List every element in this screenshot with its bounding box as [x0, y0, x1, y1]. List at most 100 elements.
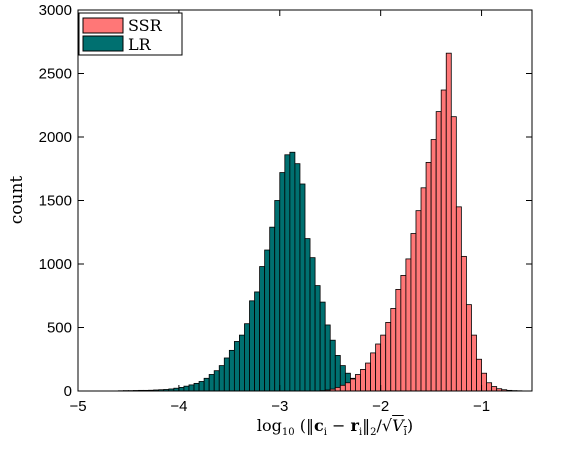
- x-label-r-sub: i: [358, 427, 363, 439]
- bar-ssr-21: [425, 161, 432, 392]
- axis-ticks: −5 −4 −3 −2 −1 0 500 1000 1500 2000 2500 3000: [39, 2, 532, 415]
- x-label-minus: −: [332, 416, 346, 435]
- y-axis-label: count: [7, 176, 27, 225]
- bar-lr-22: [228, 349, 235, 392]
- legend-label-ssr: SSR: [128, 16, 163, 35]
- bar-ssr-4: [339, 384, 346, 392]
- y-tick-label-2: 1000: [39, 256, 72, 273]
- bar-lr-27: [254, 291, 260, 392]
- x-label-slash: /: [376, 416, 382, 435]
- bar-ssr-30: [471, 334, 477, 392]
- bar-ssr-7: [355, 374, 361, 392]
- bar-ssr-27: [455, 206, 462, 392]
- bar-lr-29: [264, 249, 271, 392]
- bar-lr-21: [223, 357, 230, 392]
- bar-ssr-19: [415, 210, 422, 392]
- x-label-sqrt: √: [381, 416, 393, 435]
- bar-ssr-13: [385, 322, 392, 392]
- bar-lr-19: [213, 370, 220, 392]
- bar-ssr-11: [375, 343, 382, 392]
- bar-lr-26: [249, 300, 255, 392]
- legend-swatch-ssr: [82, 17, 124, 34]
- bar-lr-33: [284, 154, 291, 392]
- y-tick-label-5: 2500: [39, 66, 72, 83]
- bar-lr-28: [259, 266, 266, 392]
- x-label-c-sub: i: [323, 427, 327, 439]
- x-axis-label: log10 (‖ci − ri‖2/√Vi): [200, 416, 470, 438]
- bar-lr-39: [314, 285, 321, 392]
- bar-ssr-14: [390, 308, 397, 392]
- bar-lr-13: [183, 385, 190, 392]
- x-label-mid: ‖: [362, 416, 371, 435]
- legend-label-lr: LR: [128, 35, 152, 54]
- y-tick-label-1: 500: [47, 320, 72, 337]
- x-label-c: c: [313, 416, 324, 435]
- y-tick-label-6: 3000: [39, 2, 72, 19]
- bar-lr-37: [304, 238, 311, 392]
- bar-lr-14: [188, 384, 195, 392]
- bar-ssr-17: [405, 258, 412, 392]
- bar-lr-25: [244, 323, 250, 392]
- bar-lr-31: [274, 200, 281, 392]
- bar-lr-40: [319, 301, 326, 392]
- bar-lr-36: [299, 183, 306, 392]
- x-label-norm-sub: 2: [370, 427, 377, 439]
- legend: SSR LR: [78, 12, 183, 56]
- x-label-open: (‖: [299, 416, 314, 435]
- bar-ssr-10: [370, 352, 377, 392]
- lr-bars: [117, 151, 402, 392]
- bar-ssr-20: [420, 187, 427, 392]
- bar-lr-43: [334, 355, 341, 392]
- x-label-r: r: [350, 416, 359, 435]
- bar-ssr-28: [460, 255, 467, 392]
- x-label-fn-sub: 10: [281, 427, 295, 439]
- y-tick-label-0: 0: [64, 383, 72, 400]
- bar-ssr-29: [466, 304, 472, 392]
- bar-lr-18: [208, 374, 215, 392]
- bar-ssr-5: [344, 382, 351, 392]
- bar-lr-24: [239, 334, 245, 392]
- bar-ssr-15: [395, 288, 402, 392]
- x-label-v-sub: i: [403, 427, 407, 439]
- bar-ssr-8: [360, 369, 366, 392]
- x-label-v: V: [392, 416, 404, 435]
- x-label-radicand: Vi: [392, 416, 407, 439]
- bar-lr-41: [324, 324, 331, 392]
- x-tick-label-4: −1: [473, 398, 490, 415]
- ssr-bars: [319, 52, 523, 392]
- bar-lr-38: [309, 257, 316, 392]
- x-label-fn: log: [256, 416, 282, 435]
- bar-ssr-22: [430, 139, 437, 392]
- bar-ssr-12: [380, 334, 387, 392]
- bar-ssr-18: [410, 233, 417, 392]
- bar-lr-23: [233, 341, 240, 392]
- bar-ssr-26: [450, 116, 457, 392]
- y-tick-label-4: 2000: [39, 129, 72, 146]
- bar-lr-32: [279, 172, 286, 392]
- bar-ssr-25: [445, 52, 452, 392]
- x-tick-label-3: −2: [372, 398, 389, 415]
- legend-swatch-lr: [82, 35, 124, 52]
- bar-lr-35: [294, 163, 301, 392]
- bar-ssr-24: [440, 89, 447, 392]
- y-tick-label-3: 1500: [39, 193, 72, 210]
- bar-lr-42: [329, 339, 336, 392]
- bar-ssr-33: [486, 382, 493, 392]
- bar-lr-16: [198, 381, 205, 392]
- bar-ssr-9: [365, 362, 371, 392]
- bar-lr-20: [218, 365, 225, 392]
- bar-ssr-31: [476, 358, 482, 392]
- bar-ssr-16: [400, 275, 407, 392]
- bar-ssr-32: [481, 372, 487, 392]
- bar-lr-30: [269, 226, 276, 392]
- bar-lr-34: [289, 151, 296, 392]
- bar-lr-17: [203, 377, 210, 392]
- x-tick-label-0: −5: [69, 398, 86, 415]
- x-tick-label-1: −4: [170, 398, 187, 415]
- bar-ssr-23: [435, 111, 442, 392]
- bar-lr-12: [178, 387, 185, 392]
- x-label-close: ): [406, 416, 414, 435]
- bar-lr-15: [193, 382, 200, 392]
- bar-ssr-6: [349, 378, 356, 392]
